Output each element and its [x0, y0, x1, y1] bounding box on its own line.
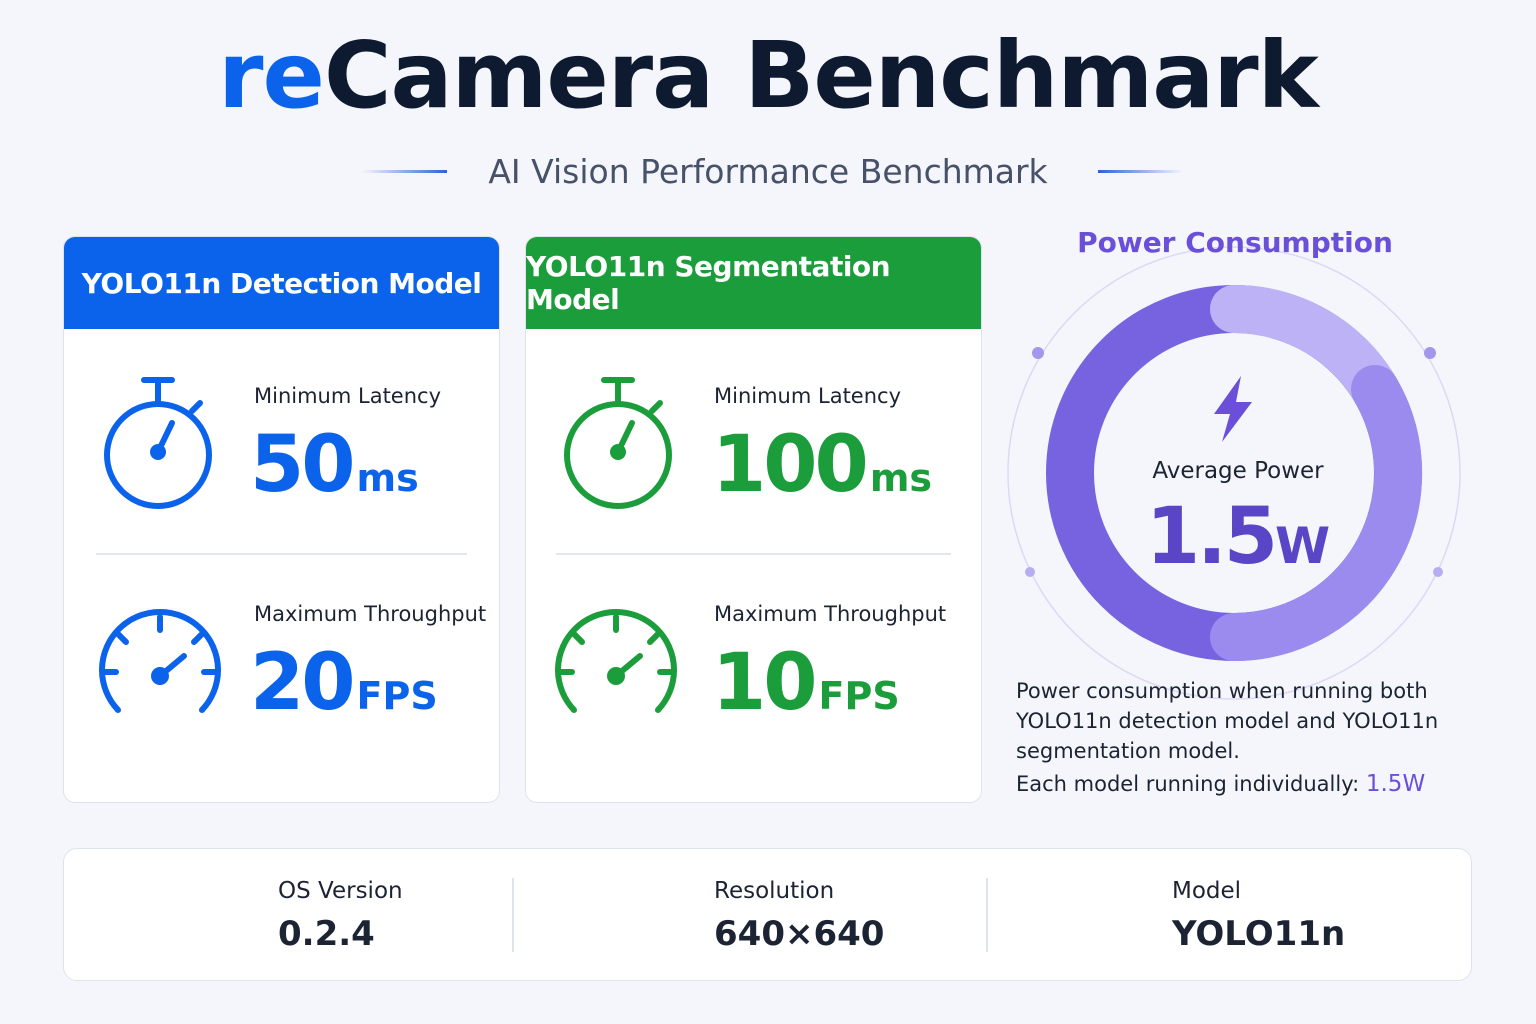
spec: OS Version 0.2.4 — [278, 878, 403, 954]
metric-value: 20 FPS — [250, 638, 438, 728]
spec-value: 0.2.4 — [278, 914, 375, 954]
footer — [63, 848, 1472, 981]
card-header: YOLO11n Detection Model — [64, 237, 499, 329]
value: 100 — [712, 420, 869, 510]
unit: W — [1275, 517, 1331, 575]
power-value: 1.5W — [1110, 492, 1366, 582]
power-title: Power Consumption — [1077, 226, 1393, 259]
unit: FPS — [818, 674, 900, 718]
subtitle: AI Vision Performance Benchmark — [488, 152, 1048, 191]
metric-label: Minimum Latency — [254, 384, 442, 408]
unit: ms — [356, 456, 419, 500]
title: reCamera Benchmark — [0, 22, 1536, 129]
value: 1.5 — [1365, 771, 1403, 797]
metric-label: Maximum Throughput — [714, 602, 947, 626]
label: Each model running individually: — [1016, 772, 1360, 796]
spec-label: OS Version — [278, 878, 403, 904]
separator — [556, 553, 951, 555]
metric-label: Maximum Throughput — [254, 602, 487, 626]
spec: Model YOLO11n — [1172, 878, 1345, 954]
icon-dot — [150, 444, 166, 460]
card: YOLO11n Segmentation Model — [525, 236, 982, 803]
power-individual: Each model running individually: 1.5W — [1016, 771, 1425, 797]
gauge-icon — [555, 609, 677, 713]
power-label: Average Power — [1152, 458, 1324, 484]
value: 50 — [250, 420, 356, 510]
card: YOLO11n Detection Model — [63, 236, 500, 803]
value: 1.5 — [1145, 492, 1278, 582]
spec-value: 640×640 — [714, 914, 885, 954]
unit: FPS — [356, 674, 438, 718]
unit: W — [1402, 771, 1426, 797]
stopwatch-icon — [104, 377, 212, 509]
spec-label: Resolution — [714, 878, 835, 904]
power-note: Power consumption when running both YOLO… — [1016, 679, 1439, 763]
spec-value: YOLO11n — [1172, 914, 1346, 954]
value: 20 — [250, 638, 356, 728]
title-main: Camera Benchmark — [323, 22, 1319, 129]
spec-label: Model — [1172, 878, 1242, 904]
power-ring — [1007, 246, 1461, 700]
metric-value: 100 ms — [712, 420, 932, 510]
gauge-icon — [99, 609, 221, 713]
card-header: YOLO11n Segmentation Model — [526, 237, 981, 329]
spec: Resolution 640×640 — [714, 878, 884, 954]
metric-value: 10 FPS — [712, 638, 900, 728]
separator — [986, 878, 988, 952]
divider — [362, 170, 447, 173]
icon-dot — [151, 667, 169, 685]
stopwatch-icon — [564, 377, 672, 509]
icon-dot — [607, 667, 625, 685]
icon-dot — [610, 444, 626, 460]
title-accent: re — [218, 22, 325, 129]
metric-value: 50 ms — [250, 420, 419, 510]
separator — [512, 878, 514, 952]
separator — [96, 553, 467, 555]
metric-label: Minimum Latency — [714, 384, 902, 408]
unit: ms — [869, 456, 933, 500]
value: 10 — [712, 638, 818, 728]
divider — [1098, 170, 1183, 173]
